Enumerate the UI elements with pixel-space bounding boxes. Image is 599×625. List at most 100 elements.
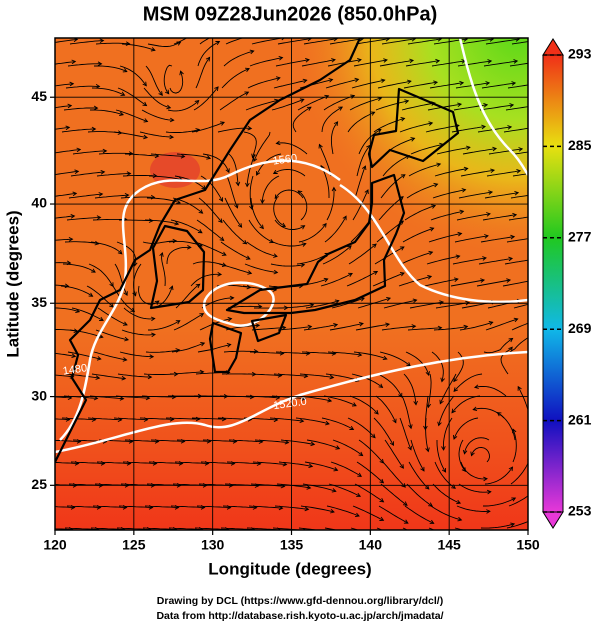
streamline [224, 197, 242, 228]
streamline [55, 262, 71, 264]
streamline-arrow [195, 283, 201, 289]
y-tick-label: 25 [31, 476, 47, 492]
streamline [352, 505, 384, 521]
streamline [221, 68, 250, 89]
streamline [425, 417, 429, 452]
streamline-arrow [197, 228, 203, 234]
streamline [403, 81, 438, 89]
streamline-arrow [91, 126, 97, 132]
streamline [96, 173, 131, 177]
streamline [200, 175, 223, 202]
streamline [424, 278, 458, 287]
streamline [270, 263, 305, 267]
streamline-arrow [214, 86, 219, 91]
streamline [381, 38, 416, 45]
streamline-arrow [325, 420, 330, 426]
streamline [91, 373, 126, 380]
streamline [63, 107, 98, 111]
streamline-arrow [492, 146, 498, 152]
streamline [354, 165, 366, 199]
streamline [90, 241, 123, 255]
streamline [117, 87, 147, 106]
streamline-arrow [333, 121, 339, 126]
streamline [65, 373, 100, 379]
streamline [480, 523, 515, 529]
streamline-arrow [487, 59, 493, 64]
streamline-arrow [511, 497, 517, 502]
streamline [405, 351, 430, 376]
streamline-arrow [433, 80, 439, 85]
streamline [166, 246, 191, 265]
streamline [170, 219, 203, 234]
streamline [55, 284, 69, 287]
streamline-arrow [331, 186, 337, 192]
streamline [271, 98, 304, 111]
streamline-arrow [370, 433, 376, 439]
streamline [222, 219, 247, 245]
streamline [113, 417, 148, 421]
streamline-arrow [245, 182, 250, 188]
streamline-arrow [179, 70, 184, 76]
x-tick-label: 150 [516, 537, 540, 553]
streamline-arrow [420, 466, 425, 472]
streamline-arrow [281, 38, 285, 41]
streamline [373, 417, 394, 446]
streamline [509, 337, 528, 353]
streamline [484, 192, 519, 199]
streamline [430, 210, 464, 221]
streamline [401, 395, 412, 429]
streamline [325, 78, 359, 89]
streamline-arrow [306, 106, 312, 111]
streamline [124, 153, 159, 157]
colorbar-extend-bottom [542, 511, 564, 529]
streamline-arrow [143, 134, 149, 140]
streamline-arrow [299, 98, 305, 103]
streamline-arrow [102, 148, 108, 154]
streamline-arrow [281, 325, 287, 331]
streamline [61, 128, 96, 133]
streamline-arrow [333, 467, 339, 472]
streamline [452, 257, 487, 265]
streamline [434, 461, 456, 489]
streamline-arrow [507, 125, 513, 130]
streamline [176, 153, 211, 159]
streamline-arrow [166, 104, 172, 110]
streamline-arrow [158, 91, 163, 96]
streamline-arrow [465, 145, 471, 151]
streamline-arrow [98, 192, 104, 197]
streamline-arrow [235, 181, 241, 187]
streamline [358, 129, 382, 155]
streamline-arrow [441, 446, 446, 451]
streamline [372, 272, 405, 287]
streamline-arrow [247, 125, 253, 131]
streamline [513, 303, 528, 309]
streamline-arrow [382, 355, 388, 361]
coastline [225, 173, 406, 315]
streamline-arrow [536, 104, 540, 108]
streamline [272, 527, 304, 530]
streamline [93, 351, 127, 361]
streamline [511, 41, 528, 45]
streamline [303, 38, 338, 45]
streamline-arrow [303, 373, 309, 379]
streamline-arrow [348, 272, 353, 277]
streamline-arrow [529, 363, 532, 367]
streamline [485, 38, 520, 45]
streamline [301, 59, 336, 67]
streamline-arrow [389, 441, 394, 447]
streamline-arrow [150, 316, 156, 322]
streamline [55, 38, 78, 43]
streamline-arrow [96, 215, 102, 220]
streamline [379, 59, 414, 67]
streamline-arrow [117, 249, 123, 255]
streamline [321, 106, 343, 133]
streamline-arrow [399, 464, 404, 469]
streamline-arrow [124, 192, 130, 198]
streamline-arrow [532, 279, 536, 283]
streamline [429, 82, 464, 89]
streamline [514, 151, 528, 155]
streamline [403, 373, 417, 405]
streamline [55, 126, 70, 130]
streamline [218, 263, 252, 274]
